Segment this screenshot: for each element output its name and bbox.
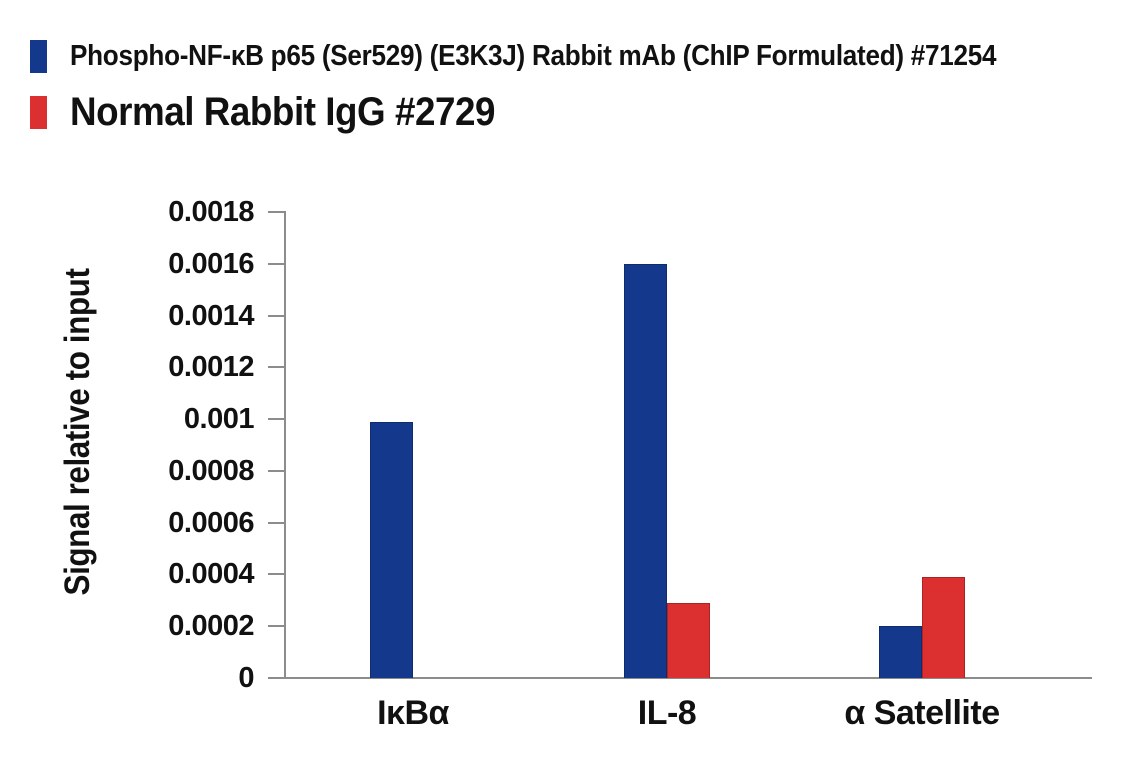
y-tick-label: 0.0006 [168, 506, 254, 539]
y-tick-mark [268, 521, 284, 524]
y-axis-line [284, 211, 286, 679]
y-tick-mark [268, 573, 284, 576]
x-axis-label: IκBα [377, 694, 449, 732]
y-tick-mark [268, 211, 284, 213]
bar-antibody-2 [624, 264, 667, 678]
legend-label-antibody: Phospho-NF-κB p65 (Ser529) (E3K3J) Rabbi… [70, 40, 997, 72]
bar-antibody-1 [370, 422, 413, 678]
y-tick-label: 0.0002 [168, 610, 254, 643]
y-tick-mark [268, 418, 284, 421]
legend: Phospho-NF-κB p65 (Ser529) (E3K3J) Rabbi… [30, 40, 1099, 135]
legend-swatch-igg-icon [30, 96, 47, 129]
legend-item: Phospho-NF-κB p65 (Ser529) (E3K3J) Rabbi… [30, 40, 1099, 73]
x-axis-line [284, 677, 1092, 679]
y-tick-mark [268, 469, 284, 472]
bar-igg-3 [922, 577, 965, 678]
bar-igg-2 [667, 603, 710, 678]
x-axis-label: α Satellite [844, 694, 1000, 732]
y-tick-mark [268, 625, 284, 628]
legend-item: Normal Rabbit IgG #2729 [30, 90, 1099, 135]
x-axis-label: IL-8 [637, 694, 697, 732]
y-tick-label: 0.0014 [168, 299, 254, 332]
y-tick-mark [268, 677, 284, 679]
legend-swatch-antibody-icon [30, 40, 47, 73]
y-tick-mark [268, 366, 284, 369]
y-tick-label: 0.0016 [168, 247, 254, 280]
y-tick-label: 0.0008 [168, 454, 254, 487]
legend-label-igg: Normal Rabbit IgG #2729 [70, 90, 496, 134]
y-tick-label: 0.0012 [168, 351, 254, 384]
y-tick-label: 0.0018 [168, 196, 254, 228]
y-tick-label: 0.001 [183, 403, 255, 436]
y-tick-mark [268, 314, 284, 317]
y-tick-label: 0.0004 [168, 558, 254, 591]
bar-antibody-3 [879, 626, 922, 678]
y-tick-label: 0 [238, 662, 254, 694]
y-tick-mark [268, 262, 284, 265]
